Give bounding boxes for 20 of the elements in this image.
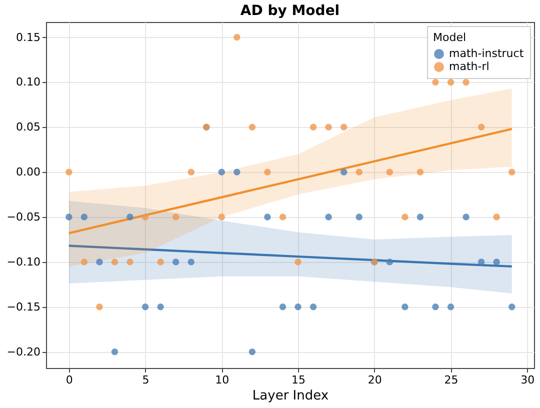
x-tick-label: 10 — [215, 374, 230, 386]
y-tick-label: −0.05 — [6, 210, 40, 224]
legend-label: math-instruct — [449, 47, 524, 60]
y-tick-label: 0.15 — [16, 30, 40, 44]
y-tick-label: 0.10 — [16, 76, 40, 89]
x-axis-title: Layer Index — [252, 388, 329, 404]
legend-label: math-rl — [449, 60, 490, 73]
y-tick-label: 0.05 — [16, 120, 40, 134]
y-tick-label: −0.10 — [6, 255, 40, 268]
x-tick-label: 30 — [520, 374, 535, 386]
x-tick-label: 25 — [444, 374, 458, 386]
y-tick-label: −0.15 — [6, 300, 40, 314]
y-tick-label: 0.00 — [16, 166, 40, 179]
x-tick-label: 5 — [142, 374, 150, 386]
x-tick-label: 15 — [292, 374, 306, 386]
chart-title: AD by Model — [240, 3, 340, 19]
y-tick-label: −0.20 — [6, 345, 40, 358]
legend-title: Model — [433, 31, 466, 44]
x-tick-label: 20 — [368, 374, 382, 386]
x-tick-label: 0 — [66, 374, 73, 386]
